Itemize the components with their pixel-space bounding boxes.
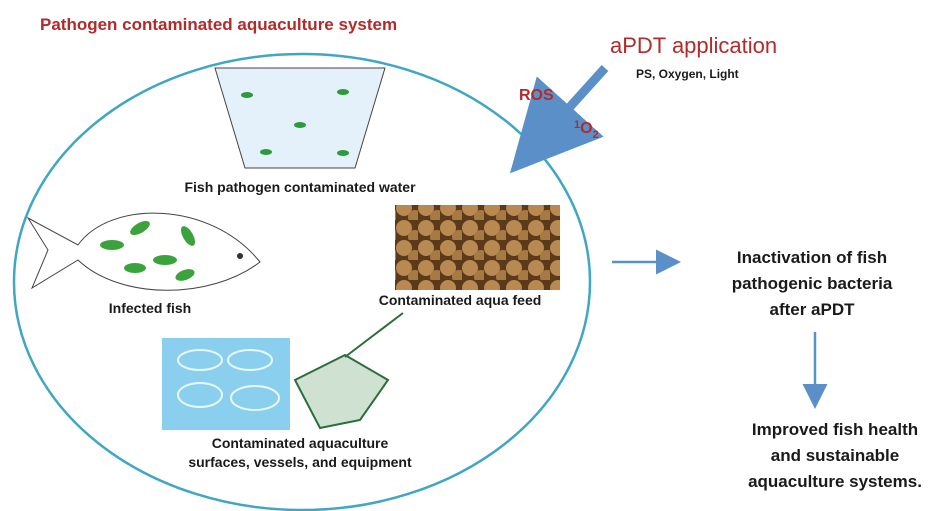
subscript: 2: [593, 129, 599, 141]
inactivation-line: pathogenic bacteria: [732, 274, 893, 293]
net: [295, 355, 388, 428]
improvement-line: Improved fish health: [752, 420, 918, 439]
inactivation-line: after aPDT: [769, 300, 855, 319]
application-arrow: [522, 68, 605, 160]
inactivation-line: Inactivation of fish: [737, 248, 887, 267]
application-title: aPDT application: [610, 33, 777, 58]
net-handle: [345, 313, 403, 357]
singlet-oxygen: 1O2: [574, 119, 599, 141]
tanks-image: [162, 338, 290, 430]
improvement-line: and sustainable: [771, 446, 899, 465]
improvement-text: Improved fish health and sustainable aquac…: [748, 420, 922, 491]
water-label: Fish pathogen contaminated water: [184, 179, 416, 195]
fish-eye: [237, 253, 243, 259]
inactivation-text: Inactivation of fish pathogenic bacteria a…: [732, 248, 893, 319]
diagram: Pathogen contaminated aquaculture system…: [0, 0, 951, 511]
feed-image: [395, 205, 560, 290]
ros-label: ROS: [519, 87, 554, 104]
feed-label: Contaminated aqua feed: [379, 292, 542, 308]
title: Pathogen contaminated aquaculture system: [40, 15, 397, 34]
equipment-label: Contaminated aquaculture surfaces, vessel…: [188, 435, 412, 470]
improvement-line: aquaculture systems.: [748, 472, 922, 491]
equipment-line: Contaminated aquaculture: [212, 435, 389, 451]
base: O: [580, 120, 592, 137]
fish-label: Infected fish: [109, 300, 191, 316]
equipment-line: surfaces, vessels, and equipment: [188, 454, 412, 470]
application-components: PS, Oxygen, Light: [636, 67, 739, 81]
water-tank: [215, 68, 385, 168]
